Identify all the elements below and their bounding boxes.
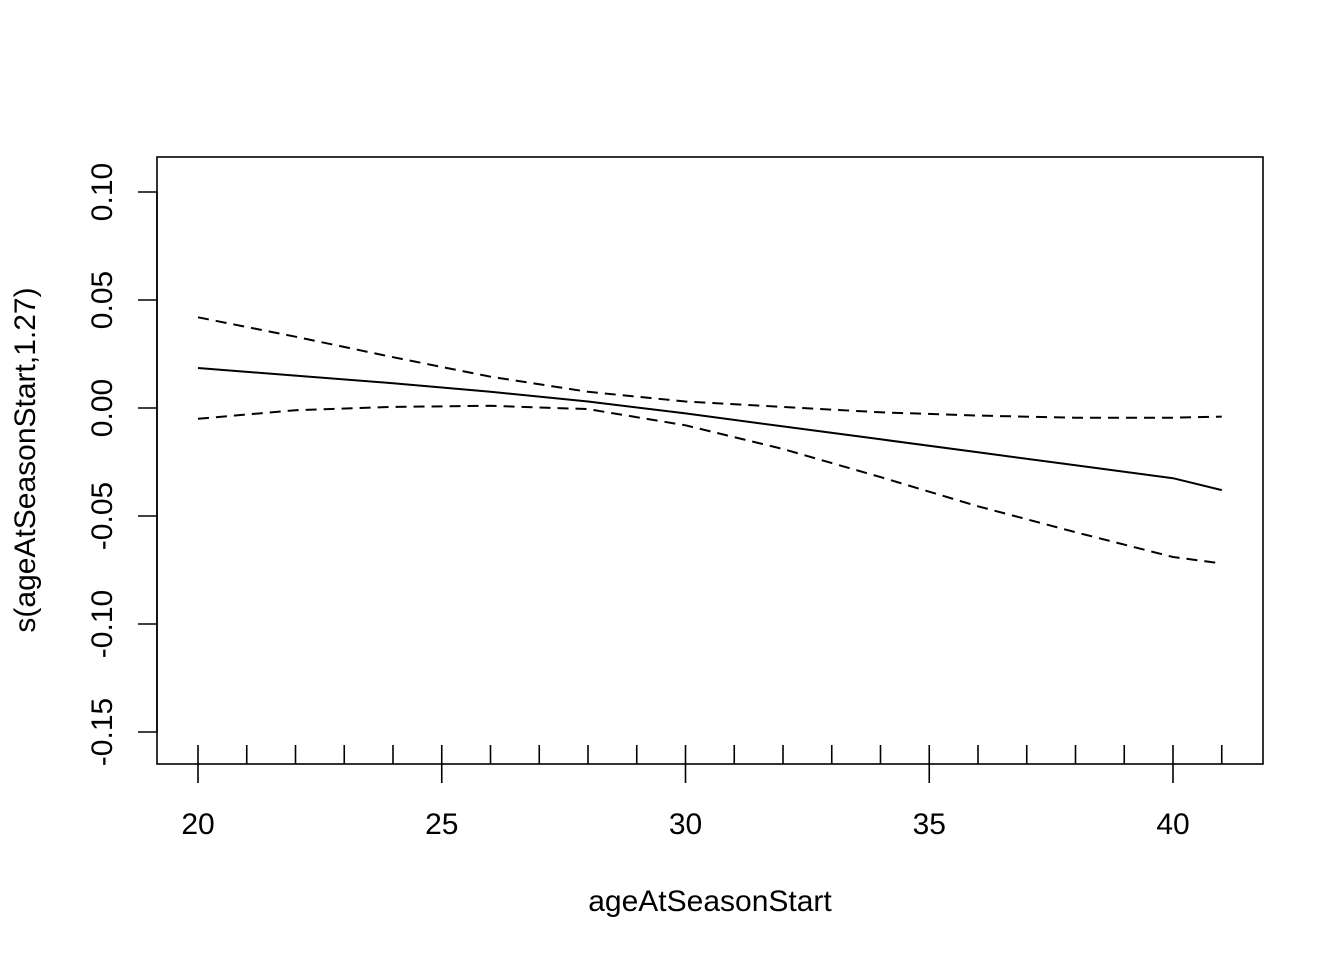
plot-box	[156, 156, 1264, 765]
smooth-estimate-line	[197, 367, 1223, 492]
x-tick-label: 25	[425, 808, 458, 841]
y-axis-title: s(ageAtSeasonStart,1.27)	[9, 287, 42, 632]
series-group	[197, 316, 1223, 565]
x-axis-ticks: 20 25 30 35 40	[181, 745, 1223, 841]
x-tick-label: 30	[669, 808, 702, 841]
y-axis: -0.15 -0.10 -0.05 0.00 0.05 0.10	[86, 163, 158, 766]
y-tick-label: -0.10	[86, 590, 119, 658]
x-tick-label: 20	[181, 808, 214, 841]
confidence-band-line	[197, 404, 1222, 565]
y-tick-label: 0.10	[86, 163, 119, 221]
y-tick-label: -0.05	[86, 482, 119, 550]
x-axis-title: ageAtSeasonStart	[588, 885, 832, 918]
confidence-band-line	[197, 316, 1222, 419]
y-tick-label: -0.15	[86, 698, 119, 766]
y-tick-label: 0.00	[86, 379, 119, 437]
y-tick-label: 0.05	[86, 271, 119, 329]
x-tick-label: 40	[1156, 808, 1189, 841]
x-tick-label: 35	[913, 808, 946, 841]
